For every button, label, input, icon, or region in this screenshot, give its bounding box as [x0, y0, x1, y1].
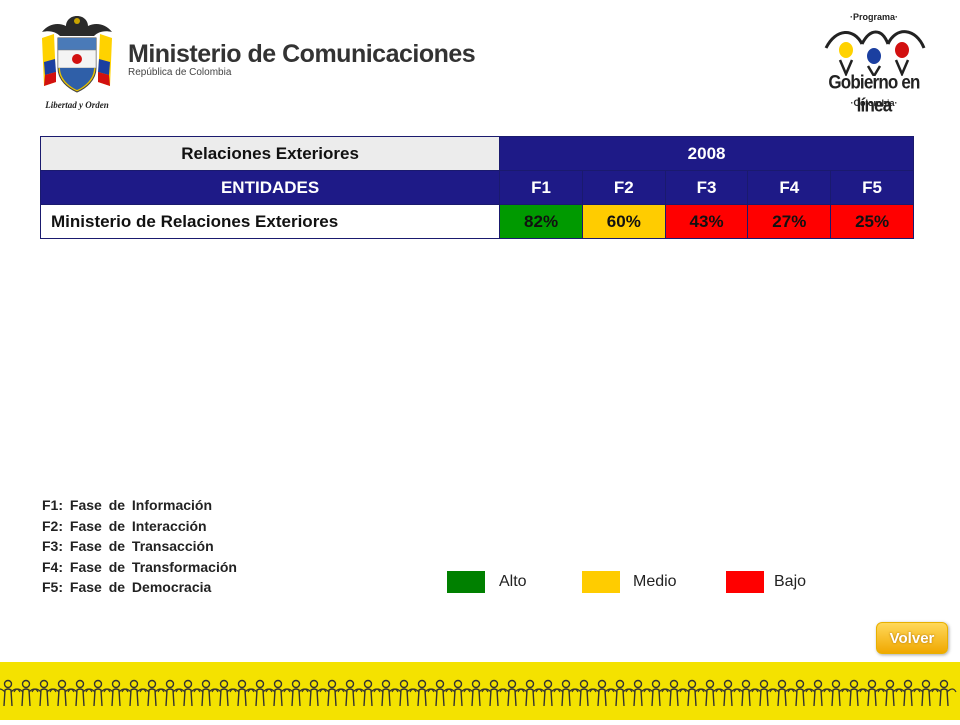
value-cell-f5: 25%	[830, 204, 914, 239]
phase-header-f3: F3	[664, 170, 749, 205]
sector-label: Relaciones Exteriores	[39, 136, 501, 171]
volver-button[interactable]: Volver	[876, 622, 948, 654]
legend-label-bajo: Bajo	[774, 573, 807, 590]
people-figures-icon	[824, 30, 926, 76]
value-cell-f1: 82%	[499, 204, 583, 239]
value-cell-f4: 27%	[747, 204, 832, 239]
entity-name: Ministerio de Relaciones Exteriores	[39, 204, 501, 239]
results-table: Relaciones Exteriores 2008 ENTIDADES F1 …	[39, 136, 914, 239]
table-row: Ministerio de Relaciones Exteriores 82% …	[39, 204, 914, 239]
people-chain-icon	[0, 679, 957, 707]
note-f4: F4: Fase de Transformación	[42, 558, 237, 575]
legend-label-alto: Alto	[499, 573, 527, 590]
ministry-subtitle: República de Colombia	[128, 67, 232, 78]
legend-swatch-alto	[447, 571, 485, 593]
note-f1: F1: Fase de Información	[42, 497, 213, 513]
entity-header: ENTIDADES	[39, 170, 501, 205]
footer-band	[0, 662, 960, 720]
program-main-label: Gobierno en línea	[828, 71, 920, 116]
phase-header-f1: F1	[499, 170, 583, 205]
legend-label-medio: Medio	[633, 573, 677, 590]
value-cell-f3: 43%	[664, 204, 749, 239]
phase-header-f4: F4	[747, 170, 832, 205]
program-bottom-label: ·Colombia·	[850, 98, 898, 108]
phase-header-f5: F5	[830, 170, 914, 205]
note-f2: F2: Fase de Interacción	[42, 517, 207, 534]
coat-of-arms-icon: Libertad y Orden	[42, 16, 112, 110]
seal-motto: Libertad y Orden	[44, 100, 109, 110]
color-legend: Alto Medio Bajo	[447, 571, 827, 595]
table-header-row-phases: ENTIDADES F1 F2 F3 F4 F5	[39, 170, 914, 205]
phase-header-f2: F2	[581, 170, 666, 205]
program-top-label: ·Programa·	[849, 12, 898, 22]
ministry-name: Ministerio de Comunicaciones	[128, 40, 476, 68]
year-label: 2008	[499, 136, 914, 171]
value-cell-f2: 60%	[581, 204, 666, 239]
phase-notes: F1: Fase de Información F2: Fase de Inte…	[42, 495, 237, 598]
table-header-row-sector: Relaciones Exteriores 2008	[39, 136, 914, 171]
legend-swatch-bajo	[726, 571, 764, 593]
note-f3: F3: Fase de Transacción	[42, 538, 214, 554]
legend-swatch-medio	[582, 571, 620, 593]
note-f5: F5: Fase de Democracia	[42, 579, 212, 595]
